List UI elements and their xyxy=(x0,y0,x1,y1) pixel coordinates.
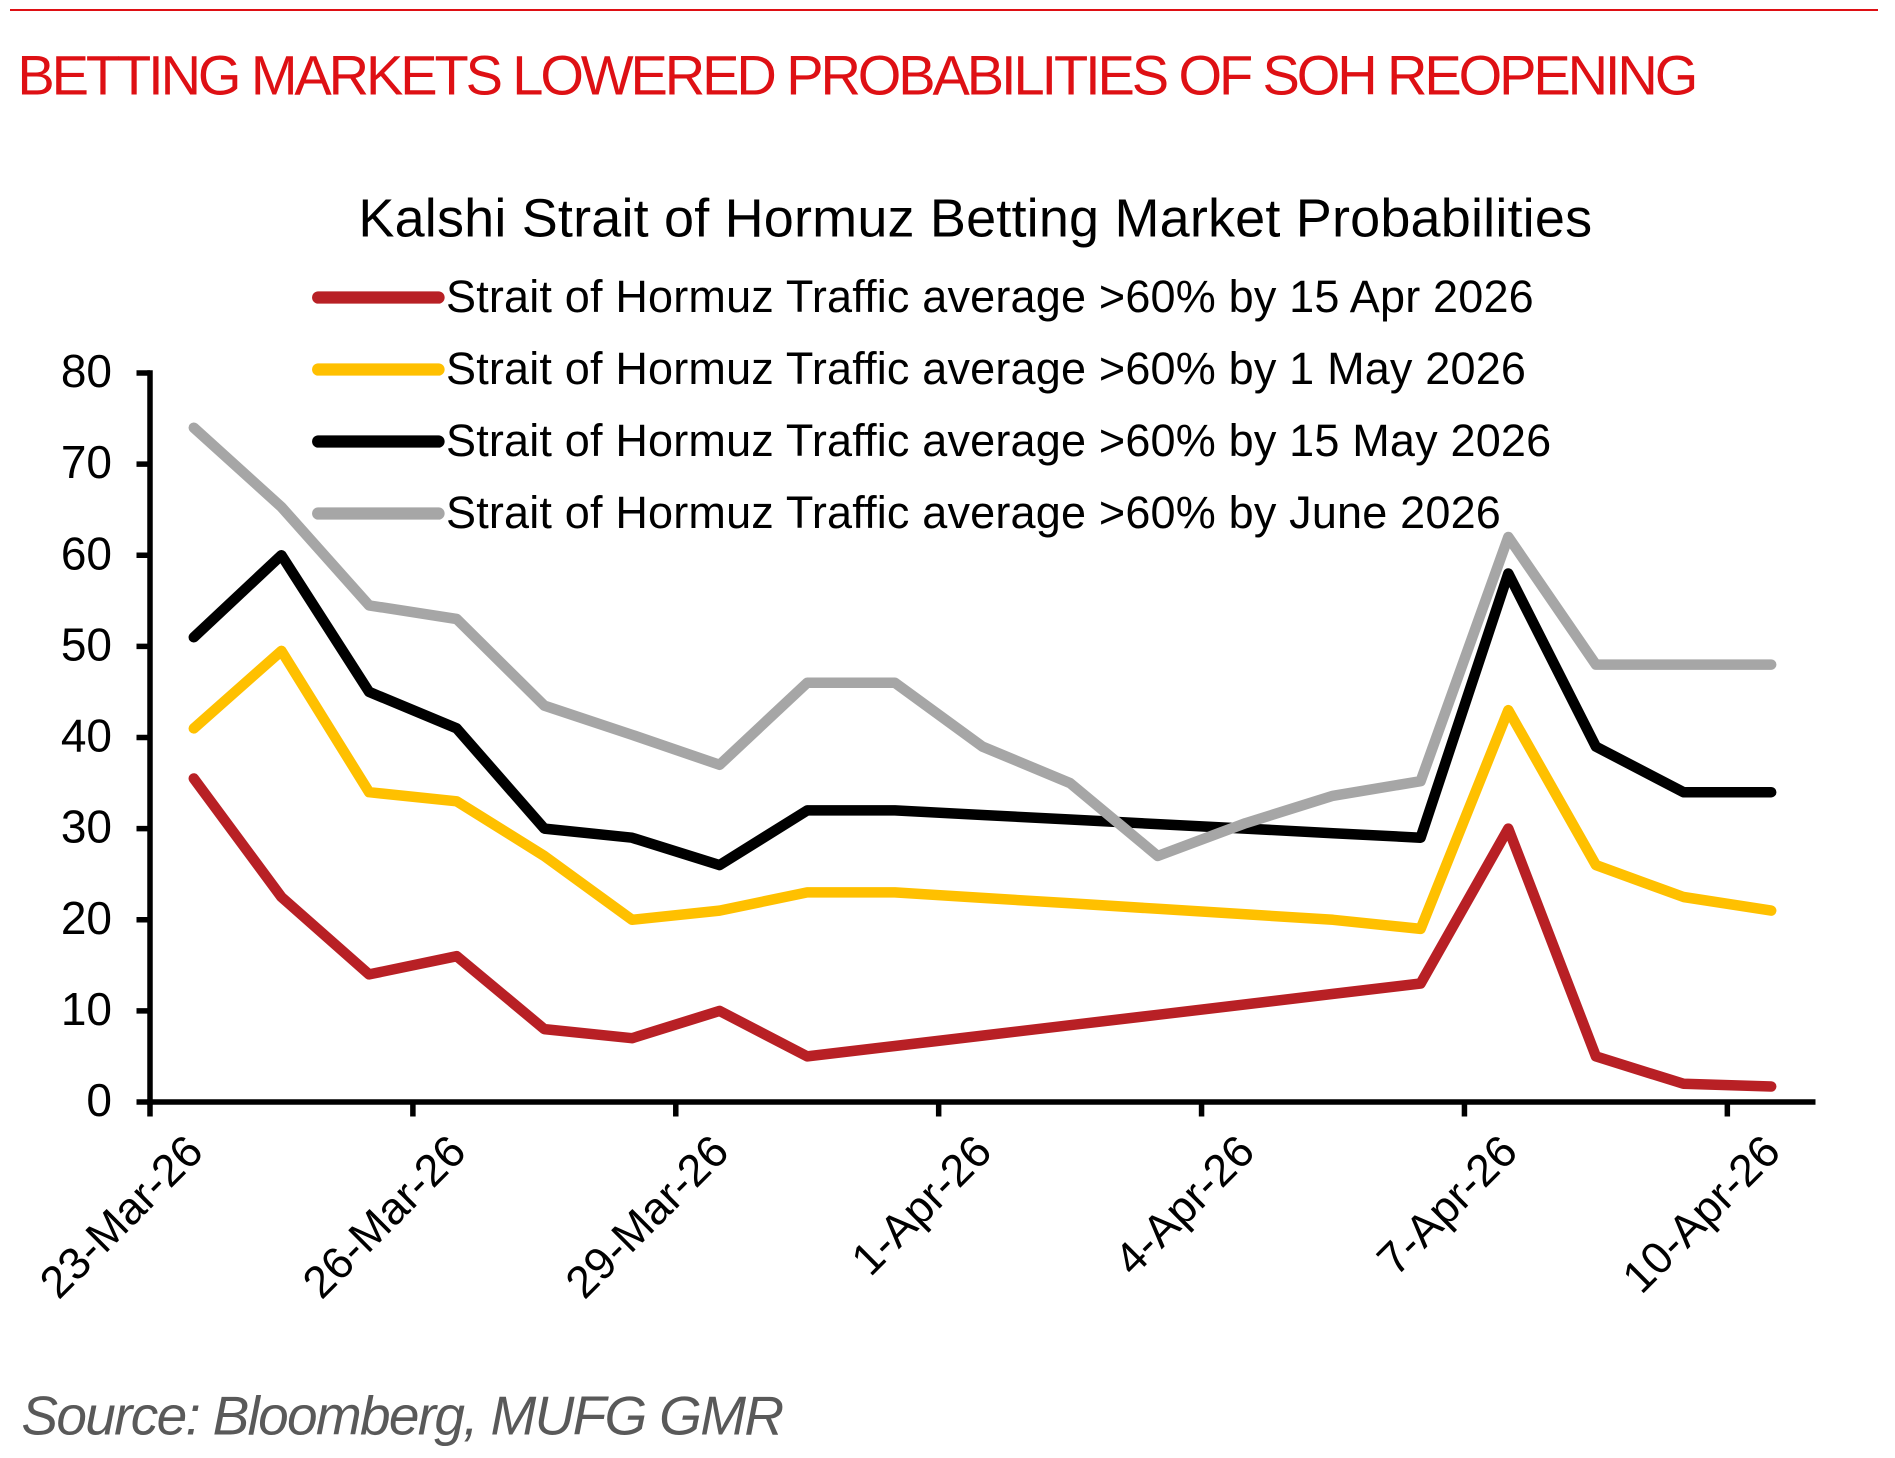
svg-text:40: 40 xyxy=(61,710,112,762)
svg-text:0: 0 xyxy=(86,1074,112,1126)
svg-text:Strait of Hormuz Traffic avera: Strait of Hormuz Traffic average >60% by… xyxy=(446,271,1534,322)
svg-text:70: 70 xyxy=(61,436,112,488)
svg-text:10: 10 xyxy=(61,983,112,1035)
svg-text:BETTING MARKETS LOWERED PROBAB: BETTING MARKETS LOWERED PROBABILITIES OF… xyxy=(17,44,1695,107)
svg-text:50: 50 xyxy=(61,618,112,670)
svg-text:Strait of Hormuz Traffic avera: Strait of Hormuz Traffic average >60% by… xyxy=(446,487,1501,538)
svg-text:Strait of Hormuz Traffic avera: Strait of Hormuz Traffic average >60% by… xyxy=(446,343,1526,394)
svg-text:60: 60 xyxy=(61,527,112,579)
svg-text:Strait of Hormuz Traffic avera: Strait of Hormuz Traffic average >60% by… xyxy=(446,415,1551,466)
svg-text:80: 80 xyxy=(61,345,112,397)
svg-text:30: 30 xyxy=(61,801,112,853)
svg-text:20: 20 xyxy=(61,892,112,944)
svg-text:Source: Bloomberg, MUFG GMR: Source: Bloomberg, MUFG GMR xyxy=(21,1384,783,1446)
svg-text:Kalshi Strait of Hormuz Bettin: Kalshi Strait of Hormuz Betting Market P… xyxy=(358,188,1592,248)
